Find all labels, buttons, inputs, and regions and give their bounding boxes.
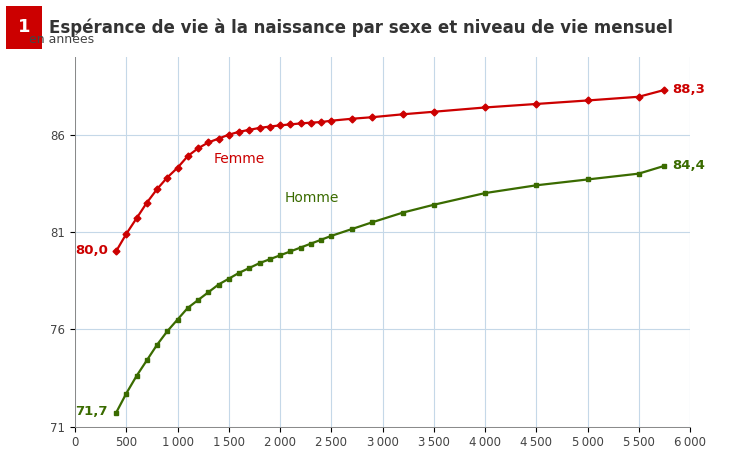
Text: 88,3: 88,3 [673, 83, 706, 97]
FancyBboxPatch shape [6, 6, 42, 48]
Text: 1: 1 [18, 18, 30, 36]
Text: 71,7: 71,7 [75, 405, 108, 418]
Text: en années: en années [28, 33, 94, 46]
Text: Femme: Femme [213, 152, 265, 166]
Text: 84,4: 84,4 [673, 159, 706, 173]
Text: Homme: Homme [285, 191, 340, 205]
Text: 80,0: 80,0 [75, 244, 108, 256]
Text: Espérance de vie à la naissance par sexe et niveau de vie mensuel: Espérance de vie à la naissance par sexe… [49, 18, 673, 36]
